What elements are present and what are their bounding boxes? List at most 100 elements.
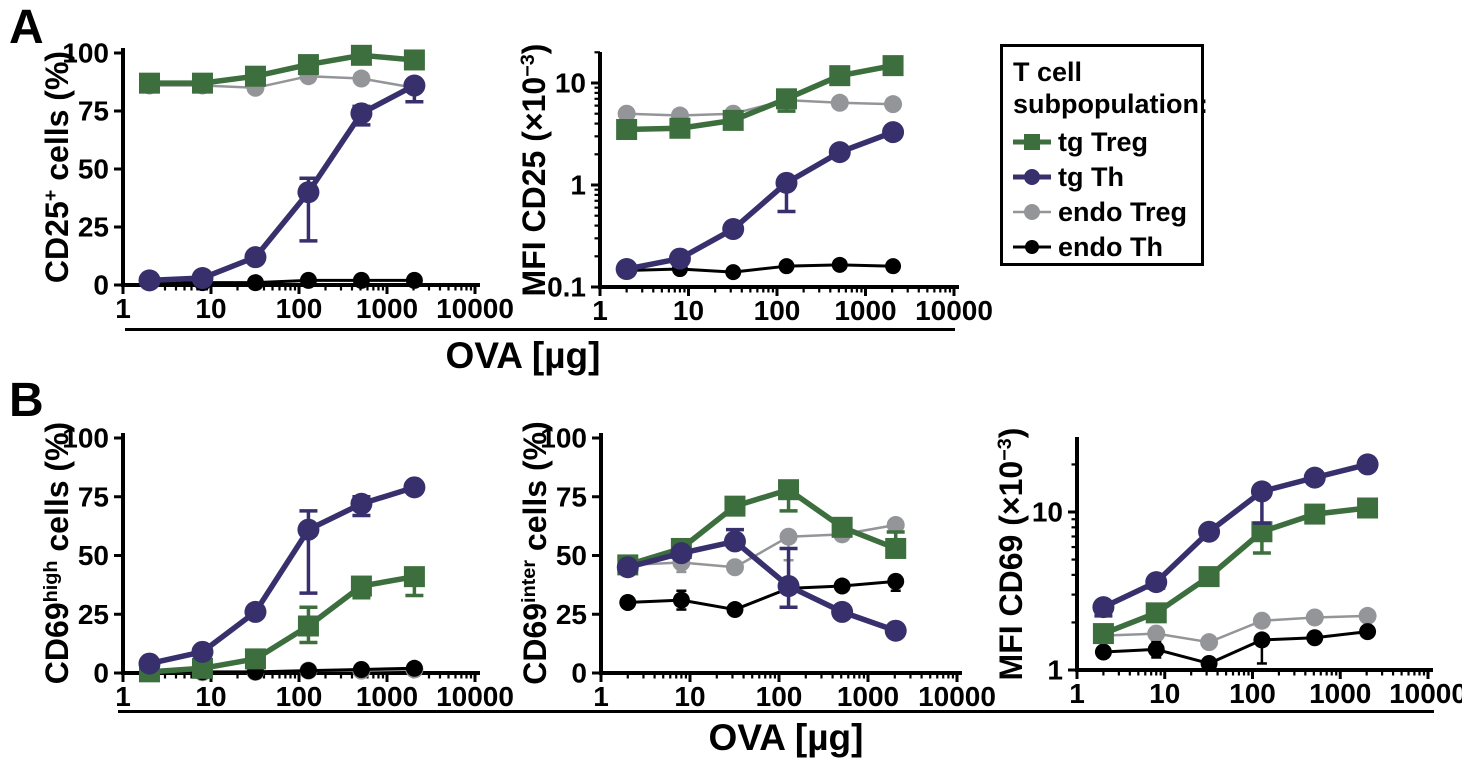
svg-text:100: 100: [754, 295, 801, 326]
marker-tg-treg: [885, 537, 907, 559]
marker-tg-th: [244, 246, 267, 269]
marker-endo-th: [405, 271, 423, 289]
series-line-tg-treg: [146, 52, 418, 86]
marker-tg-treg: [403, 566, 425, 588]
marker-endo-treg: [617, 104, 636, 123]
legend-title-line1: T cell: [1013, 57, 1083, 87]
marker-endo-th: [352, 660, 370, 678]
marker-endo-treg: [1252, 611, 1271, 630]
marker-endo-th: [778, 258, 795, 275]
svg-text:10000: 10000: [436, 681, 514, 712]
marker-endo-treg: [886, 515, 905, 534]
legend-title-line2: subpopulation:: [1013, 88, 1208, 119]
panel-b-xaxis-rule: [118, 710, 1434, 713]
marker-tg-th: [138, 269, 161, 292]
marker-tg-th: [615, 258, 638, 281]
marker-tg-th: [350, 102, 373, 125]
marker-endo-th: [726, 601, 744, 619]
panel-a-label: A: [9, 1, 44, 54]
marker-tg-treg: [724, 495, 746, 517]
marker-tg-treg: [1092, 623, 1114, 645]
marker-tg-treg: [297, 54, 319, 76]
legend-item-label: endo Th: [1058, 231, 1163, 262]
legend-item-tg-th: tg Th: [1013, 163, 1195, 191]
svg-text:1000: 1000: [1309, 678, 1371, 709]
panel-b-xaxis-title: OVA [µg]: [708, 717, 864, 758]
chart-cd69inter-pct: 1 10 100 1000 10000 0 25 50 75 100: [540, 423, 996, 713]
marker-tg-th: [1356, 453, 1379, 476]
ylabel-mfi-cd25: MFI CD25 (×10−3): [516, 43, 552, 296]
marker-tg-th: [403, 476, 426, 499]
series-line-endo-th: [626, 579, 898, 612]
marker-tg-treg: [829, 65, 851, 87]
legend-item-label: endo Treg: [1058, 196, 1188, 227]
series-line-endo-th: [625, 263, 895, 274]
svg-text:10: 10: [1149, 678, 1180, 709]
legend-item-endo-treg: endo Treg: [1013, 196, 1195, 227]
svg-text:1: 1: [115, 293, 131, 324]
marker-endo-treg: [830, 93, 849, 112]
marker-tg-th: [777, 575, 800, 598]
marker-tg-treg: [775, 88, 797, 110]
marker-tg-treg: [1304, 503, 1326, 525]
marker-tg-treg: [350, 44, 372, 66]
marker-tg-th: [191, 640, 214, 663]
svg-text:10000: 10000: [915, 295, 993, 326]
svg-text:10: 10: [1032, 497, 1063, 528]
ylabel-cd25-pct: CD25+ cells (%): [39, 50, 75, 283]
legend-item-tg-treg: tg Treg: [1013, 128, 1195, 156]
marker-tg-treg: [669, 117, 691, 139]
marker-endo-th: [1359, 623, 1377, 641]
marker-tg-th: [1092, 596, 1115, 619]
svg-text:1: 1: [1069, 678, 1085, 709]
marker-tg-th: [191, 267, 214, 290]
svg-text:1000: 1000: [834, 295, 896, 326]
legend-item-endo-th: endo Th: [1013, 231, 1195, 262]
svg-text:100: 100: [276, 293, 323, 324]
marker-tg-treg: [1357, 497, 1379, 519]
marker-tg-th: [722, 218, 745, 241]
marker-tg-th: [1145, 571, 1168, 594]
svg-text:0: 0: [93, 658, 109, 689]
series-line-tg-th: [146, 484, 418, 667]
ylabel-mfi-cd69: MFI CD69 (×10−3): [993, 427, 1029, 680]
svg-text:0: 0: [93, 270, 109, 301]
marker-tg-th: [350, 492, 373, 515]
marker-endo-th: [1094, 643, 1112, 661]
marker-endo-treg: [1358, 606, 1377, 625]
ylabel-cd69high-pct: CD69high cells (%): [39, 421, 75, 685]
marker-endo-th: [833, 577, 851, 595]
svg-text:10000: 10000: [436, 293, 514, 324]
svg-text:50: 50: [78, 154, 109, 185]
svg-text:100: 100: [1229, 678, 1276, 709]
marker-tg-treg: [1145, 602, 1167, 624]
series-line-tg-treg: [625, 486, 899, 568]
svg-text:10: 10: [195, 293, 226, 324]
series-line-tg-th: [146, 82, 418, 284]
svg-text:25: 25: [78, 212, 109, 243]
marker-endo-th: [1253, 631, 1271, 649]
marker-tg-th: [1198, 520, 1221, 543]
series-line-tg-th: [1100, 461, 1371, 610]
marker-tg-th: [668, 247, 691, 270]
marker-endo-th: [299, 662, 317, 680]
legend-title: T cell subpopulation:: [1013, 57, 1208, 121]
marker-tg-th: [1250, 480, 1273, 503]
marker-tg-treg: [350, 575, 372, 597]
marker-tg-treg: [616, 119, 638, 141]
svg-text:100: 100: [276, 681, 323, 712]
svg-text:100: 100: [62, 423, 109, 454]
marker-tg-treg: [778, 479, 800, 501]
marker-endo-th: [672, 591, 690, 609]
marker-endo-treg: [1200, 633, 1219, 652]
svg-text:100: 100: [540, 423, 587, 454]
svg-text:100: 100: [756, 681, 803, 712]
svg-text:10: 10: [195, 681, 226, 712]
marker-tg-th: [616, 556, 639, 579]
marker-tg-th: [297, 518, 320, 541]
chart-mfi-cd69: 1 10 100 1000 10000 1 10: [1032, 437, 1462, 709]
svg-text:1: 1: [115, 681, 131, 712]
svg-text:25: 25: [78, 599, 109, 630]
